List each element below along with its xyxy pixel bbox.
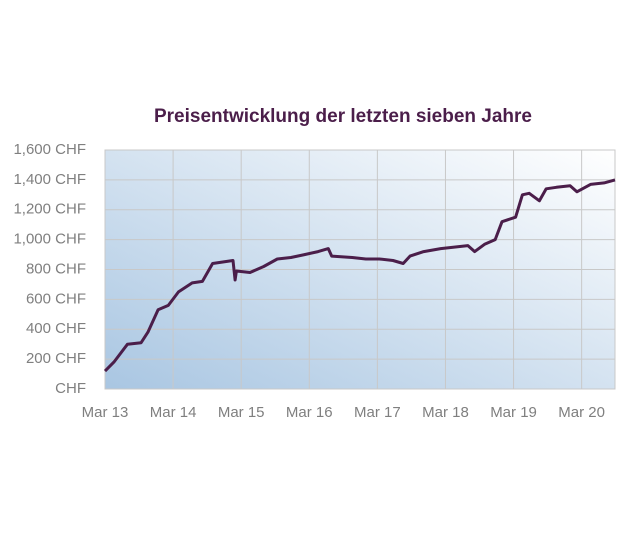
x-tick-label: Mar 17 [354, 404, 401, 421]
y-tick-label: 1,400 CHF [13, 171, 86, 188]
x-tick-label: Mar 18 [422, 404, 469, 421]
plot-border [104, 149, 616, 390]
x-tick-label: Mar 15 [218, 404, 265, 421]
price-line [103, 178, 616, 373]
x-tick-label: Mar 16 [286, 404, 333, 421]
y-tick-label: CHF [55, 380, 86, 397]
y-tick-label: 200 CHF [26, 350, 86, 367]
chart-title: Preisentwicklung der letzten sieben Jahr… [154, 106, 532, 127]
y-tick-label: 800 CHF [26, 260, 86, 277]
y-tick-label: 400 CHF [26, 320, 86, 337]
y-tick-label: 1,200 CHF [13, 201, 86, 218]
x-tick-label: Mar 20 [558, 404, 605, 421]
x-tick-label: Mar 13 [82, 404, 129, 421]
y-tick-label: 1,000 CHF [13, 231, 86, 248]
x-tick-label: Mar 14 [150, 404, 197, 421]
y-tick-label: 600 CHF [26, 290, 86, 307]
y-tick-label: 1,600 CHF [13, 141, 86, 158]
x-tick-label: Mar 19 [490, 404, 537, 421]
